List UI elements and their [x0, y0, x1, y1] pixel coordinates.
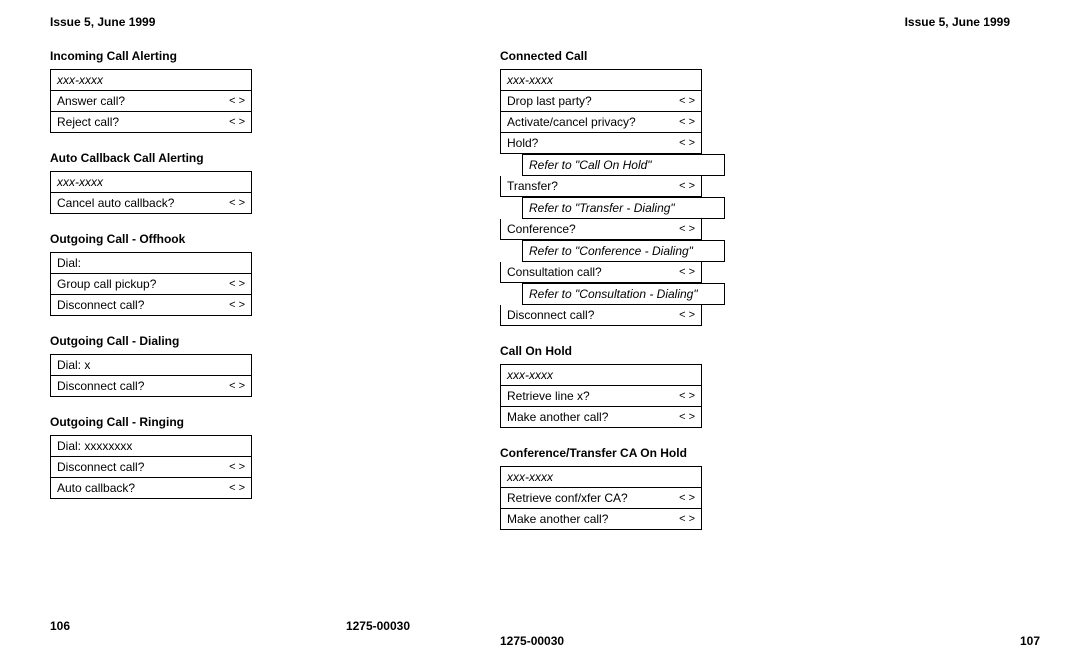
box-conference: Conference?< >	[500, 219, 702, 240]
row-groupcall: Group call pickup?< >	[51, 273, 251, 294]
header-row: xxx-xxxx	[501, 365, 701, 385]
row-dial: Dial: xxxxxxxx	[51, 436, 251, 456]
section-incoming: Incoming Call Alerting xxx-xxxx Answer c…	[50, 49, 410, 133]
box-transfer: Transfer?< >	[500, 176, 702, 197]
section-confxfer: Conference/Transfer CA On Hold xxx-xxxx …	[500, 446, 1050, 530]
row-dial: Dial:	[51, 253, 251, 273]
row-drop: Drop last party?< >	[501, 90, 701, 111]
row-dial: Dial: x	[51, 355, 251, 375]
row-hold: Hold?< >	[501, 132, 701, 153]
row-reject: Reject call?< >	[51, 111, 251, 132]
row-autocb: Auto callback?< >	[51, 477, 251, 498]
box-onhold: xxx-xxxx Retrieve line x?< > Make anothe…	[500, 364, 702, 428]
box-confxfer: xxx-xxxx Retrieve conf/xfer CA?< > Make …	[500, 466, 702, 530]
row-consult: Consultation call?< >	[501, 262, 701, 282]
title-onhold: Call On Hold	[500, 344, 1050, 358]
title-confxfer: Conference/Transfer CA On Hold	[500, 446, 1050, 460]
box-consult: Consultation call?< >	[500, 262, 702, 283]
row-retrieve-ca: Retrieve conf/xfer CA?< >	[501, 487, 701, 508]
section-ringing: Outgoing Call - Ringing Dial: xxxxxxxx D…	[50, 415, 410, 499]
box-incoming: xxx-xxxx Answer call?< > Reject call?< >	[50, 69, 252, 133]
row-makeanother: Make another call?< >	[501, 406, 701, 427]
row-disconnect: Disconnect call?< >	[51, 294, 251, 315]
title-autocb: Auto Callback Call Alerting	[50, 151, 410, 165]
section-autocb: Auto Callback Call Alerting xxx-xxxx Can…	[50, 151, 410, 214]
page-left: Issue 5, June 1999 Incoming Call Alertin…	[0, 0, 440, 532]
row-answer: Answer call?< >	[51, 90, 251, 111]
row-privacy: Activate/cancel privacy?< >	[501, 111, 701, 132]
box-ringing: Dial: xxxxxxxx Disconnect call?< > Auto …	[50, 435, 252, 499]
issue-header-right: Issue 5, June 1999	[500, 15, 1010, 29]
page-number-left: 106	[50, 619, 70, 633]
row-disconnect: Disconnect call?< >	[51, 456, 251, 477]
title-connected: Connected Call	[500, 49, 1050, 63]
header-row: xxx-xxxx	[51, 172, 251, 192]
refer-consult: Refer to "Consultation - Dialing"	[522, 283, 725, 305]
footer-right: 1275-00030 107	[500, 634, 1040, 648]
connected-stack: xxx-xxxx Drop last party?< > Activate/ca…	[500, 69, 1050, 326]
title-dialing: Outgoing Call - Dialing	[50, 334, 410, 348]
title-offhook: Outgoing Call - Offhook	[50, 232, 410, 246]
page-right: Issue 5, June 1999 Connected Call xxx-xx…	[440, 0, 1080, 563]
box-dialing: Dial: x Disconnect call?< >	[50, 354, 252, 397]
box-offhook: Dial: Group call pickup?< > Disconnect c…	[50, 252, 252, 316]
title-ringing: Outgoing Call - Ringing	[50, 415, 410, 429]
section-offhook: Outgoing Call - Offhook Dial: Group call…	[50, 232, 410, 316]
row-disconnect: Disconnect call?< >	[51, 375, 251, 396]
row-conference: Conference?< >	[501, 219, 701, 239]
section-connected: Connected Call xxx-xxxx Drop last party?…	[500, 49, 1050, 326]
page-number-right: 107	[1020, 634, 1040, 648]
box-connected-top: xxx-xxxx Drop last party?< > Activate/ca…	[500, 69, 702, 154]
title-incoming: Incoming Call Alerting	[50, 49, 410, 63]
refer-transfer: Refer to "Transfer - Dialing"	[522, 197, 725, 219]
section-onhold: Call On Hold xxx-xxxx Retrieve line x?< …	[500, 344, 1050, 428]
issue-header-left: Issue 5, June 1999	[50, 15, 410, 29]
row-disconnect: Disconnect call?< >	[501, 305, 701, 325]
section-dialing: Outgoing Call - Dialing Dial: x Disconne…	[50, 334, 410, 397]
row-cancelcb: Cancel auto callback?< >	[51, 192, 251, 213]
row-makeanother: Make another call?< >	[501, 508, 701, 529]
header-row: xxx-xxxx	[501, 467, 701, 487]
footer-left: 106 1275-00030	[50, 619, 410, 633]
header-row: xxx-xxxx	[501, 70, 701, 90]
box-autocb: xxx-xxxx Cancel auto callback?< >	[50, 171, 252, 214]
header-row: xxx-xxxx	[51, 70, 251, 90]
refer-conference: Refer to "Conference - Dialing"	[522, 240, 725, 262]
doc-number-right: 1275-00030	[500, 634, 564, 648]
box-disconnect: Disconnect call?< >	[500, 305, 702, 326]
refer-call-on-hold: Refer to "Call On Hold"	[522, 154, 725, 176]
row-transfer: Transfer?< >	[501, 176, 701, 196]
doc-number-left: 1275-00030	[346, 619, 410, 633]
row-retrieve: Retrieve line x?< >	[501, 385, 701, 406]
